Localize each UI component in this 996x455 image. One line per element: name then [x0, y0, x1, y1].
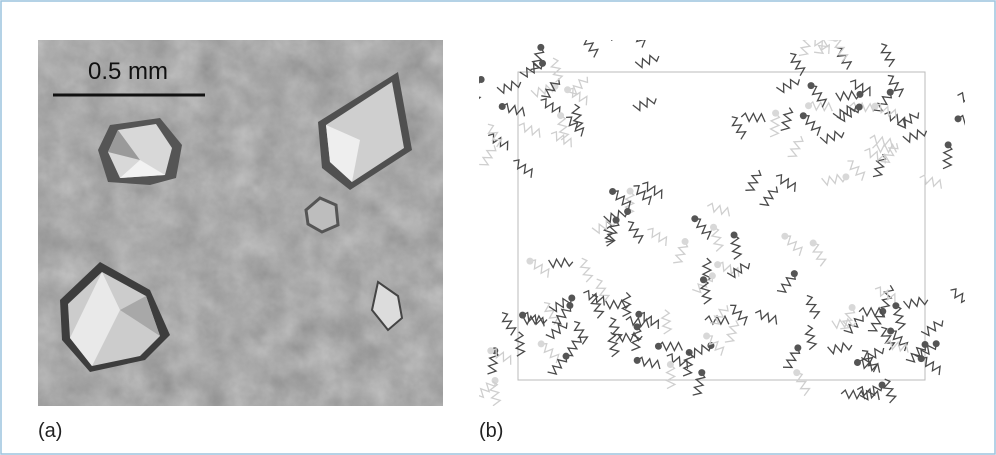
molecule	[922, 341, 929, 348]
molecule	[579, 32, 586, 39]
molecule	[710, 224, 717, 231]
molecule	[709, 272, 716, 279]
molecule	[568, 295, 575, 302]
molecule	[808, 82, 815, 89]
molecule	[856, 104, 863, 111]
molecule	[537, 44, 544, 51]
molecule	[624, 208, 631, 215]
molecule	[832, 35, 839, 42]
molecule	[827, 31, 834, 38]
molecule	[634, 357, 641, 364]
molecule	[635, 311, 642, 318]
molecule	[603, 14, 610, 21]
molecule	[842, 173, 849, 180]
molecule	[519, 312, 526, 319]
molecule	[700, 276, 707, 283]
molecule	[547, 15, 562, 36]
molecule	[714, 261, 721, 268]
molecule	[945, 141, 952, 148]
molecule	[539, 60, 546, 67]
molecule	[854, 359, 861, 366]
molecule	[596, 16, 603, 23]
figure: 0.5 mm (a) (b)	[0, 0, 996, 455]
molecule	[563, 353, 570, 360]
molecule	[703, 333, 710, 340]
scale-bar-label: 0.5 mm	[88, 58, 168, 85]
molecule	[609, 188, 616, 195]
molecule	[526, 258, 533, 265]
molecule	[731, 232, 738, 239]
molecule	[566, 302, 573, 309]
molecule	[499, 103, 506, 110]
molecule	[564, 86, 571, 93]
molecule	[454, 296, 475, 311]
molecule	[627, 188, 634, 195]
molecule	[781, 233, 788, 240]
molecule	[772, 110, 779, 117]
micrograph: 0.5 mm	[38, 40, 443, 406]
molecule	[800, 112, 807, 119]
molecule	[794, 344, 801, 351]
molecule	[793, 369, 800, 376]
molecule	[607, 17, 621, 40]
figure-canvas: 0.5 mm (a) (b)	[0, 0, 996, 455]
molecule	[538, 340, 545, 347]
molecule	[887, 89, 894, 96]
panel-label: (b)	[479, 420, 503, 442]
molecule	[457, 77, 481, 87]
molecule	[691, 215, 698, 222]
molecule	[655, 343, 662, 350]
molecule	[810, 240, 817, 247]
molecule	[557, 112, 564, 119]
molecule	[478, 76, 485, 83]
molecule	[487, 347, 494, 354]
molecule	[462, 364, 470, 388]
panel-label: (a)	[38, 420, 62, 442]
molecule	[955, 115, 962, 122]
molecule	[698, 369, 705, 376]
molecule	[667, 361, 674, 368]
packing-diagram	[454, 14, 981, 406]
molecule	[933, 340, 940, 347]
molecule	[599, 20, 615, 41]
molecule	[887, 328, 894, 335]
molecule	[872, 103, 879, 110]
molecule	[469, 79, 480, 103]
molecule	[634, 323, 641, 330]
molecule	[805, 102, 812, 109]
molecule	[791, 270, 798, 277]
molecule	[892, 302, 899, 309]
molecule	[682, 238, 689, 245]
molecule	[613, 217, 620, 224]
molecule	[849, 304, 856, 311]
molecule	[879, 382, 886, 389]
